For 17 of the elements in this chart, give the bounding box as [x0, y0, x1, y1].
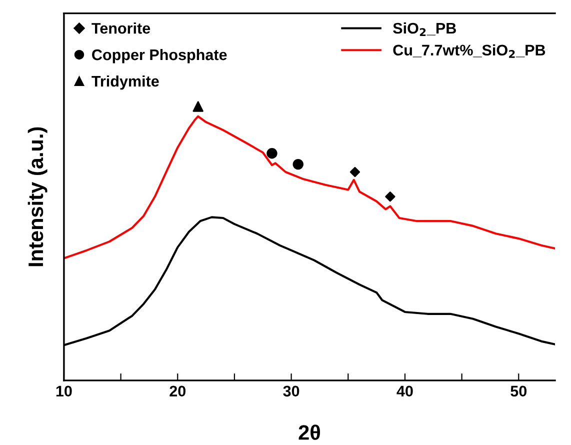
x-tick-label: 10	[56, 386, 72, 397]
point	[350, 166, 360, 178]
legend-label: Tenorite	[92, 22, 150, 34]
x-tick-label: 50	[510, 386, 527, 397]
x-tick-label: 20	[170, 386, 186, 397]
legend-label: Cu_7.7wt%_SiO$_{2}$_PB	[393, 44, 546, 58]
x-axis-title: 2θ	[298, 424, 320, 440]
point	[292, 158, 304, 170]
point	[266, 148, 278, 159]
legend-label: Copper Phosphate	[92, 48, 227, 64]
x-tick-label: 30	[283, 386, 300, 397]
y-axis-title: Intensity (a.u.)	[28, 127, 48, 266]
point	[385, 192, 396, 202]
legend-label: Tridymite	[92, 75, 159, 90]
x-tick-label: 40	[396, 386, 413, 397]
legend-label: SiO$_{2}$_PB	[393, 22, 456, 36]
point	[192, 101, 204, 112]
